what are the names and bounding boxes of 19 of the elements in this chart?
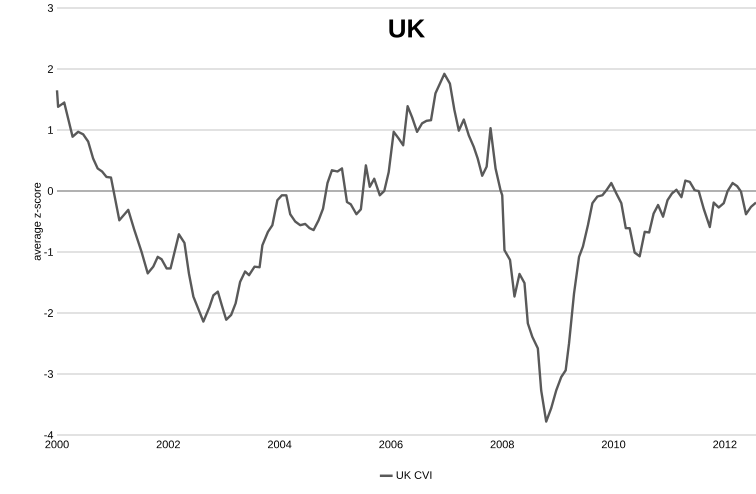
chart-title: UK [389,20,425,38]
y-tick-label: -1 [44,248,53,256]
x-tick-label: 2008 [490,440,514,448]
x-tick-label: 2006 [379,440,403,448]
y-tick-label: -2 [44,309,53,317]
line-series [56,72,756,423]
x-tick-label: 2010 [602,440,626,448]
y-tick-label: -3 [44,370,53,378]
x-tick-label: 2002 [156,440,180,448]
y-tick-label: 3 [48,4,53,12]
x-tick-label: 2000 [45,440,69,448]
x-tick-label: 2004 [268,440,292,448]
legend-label: UK CVI [396,471,432,479]
y-tick-label: 0 [48,187,54,195]
x-tick-label: 2012 [713,440,736,448]
y-axis-title: average z-score [34,182,43,260]
y-tick-label: -4 [44,431,54,439]
y-tick-label: 2 [48,65,53,73]
y-tick-label: 1 [48,126,53,134]
